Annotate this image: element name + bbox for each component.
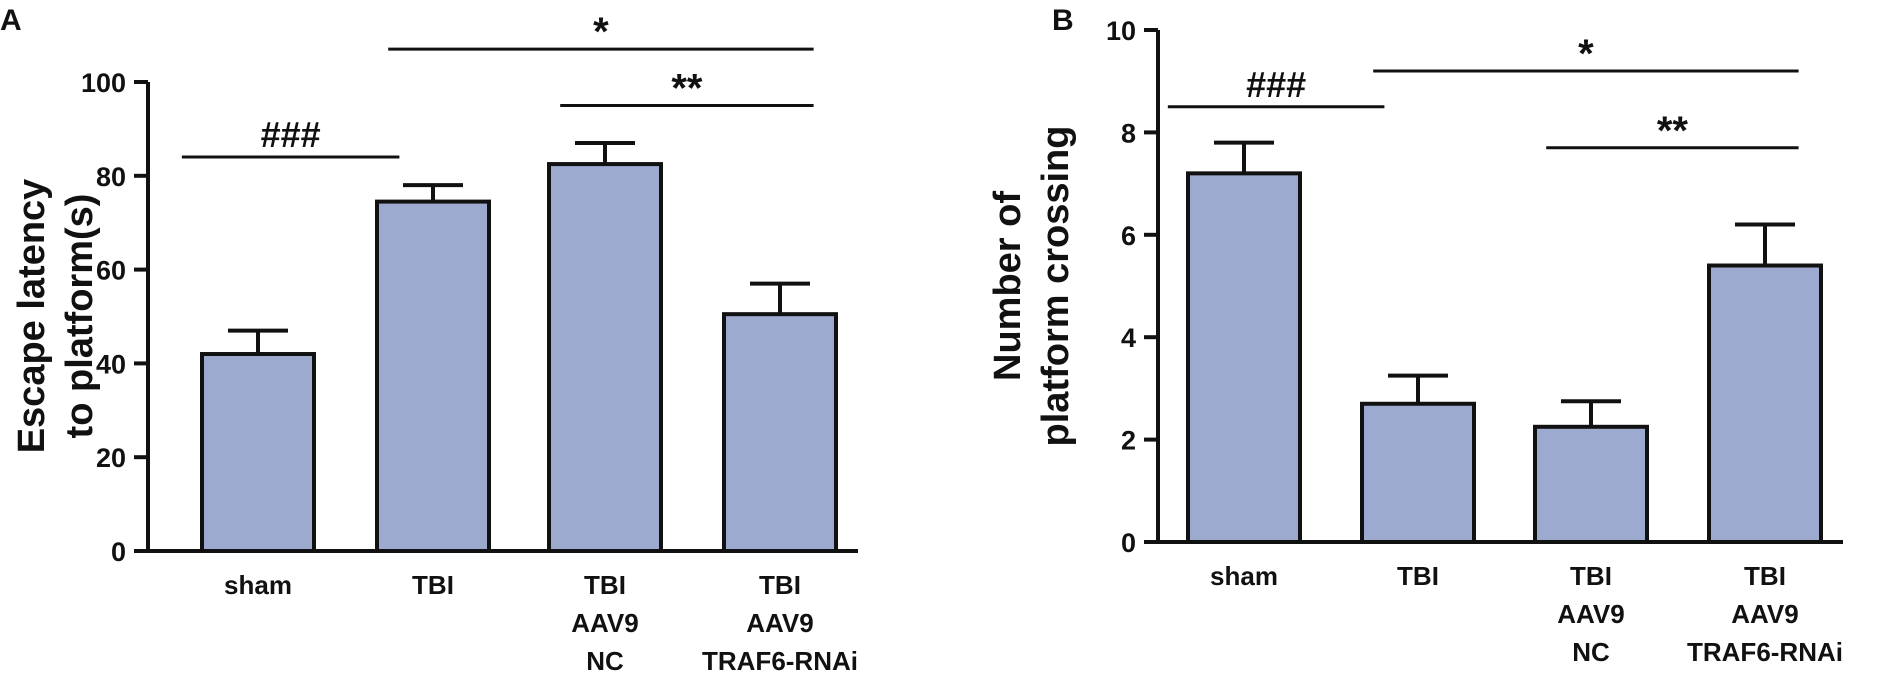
x-category-label-line: TBI [1397,561,1439,591]
x-category-label: TBI AAV9 TRAF6-RNAi [702,570,858,676]
significance-label: ### [261,114,321,155]
x-category-label-line: AAV9 [1731,599,1798,629]
y-tick-label: 10 [1106,16,1136,46]
y-tick-label: 0 [111,537,126,567]
x-category-label-line: AAV9 [1557,599,1624,629]
chart-panel-a: A Escape latency to platform(s) 0 20 40 60 80 10… [0,4,858,676]
x-category-label-line: sham [1210,561,1278,591]
x-category-label: sham [1210,561,1278,591]
y-axis-title-line: Escape latency [11,179,53,454]
x-category-label-line: sham [224,570,292,600]
y-tick-label: 4 [1121,323,1136,353]
significance-label: ** [1657,109,1689,153]
y-axis-title-line: to platform(s) [59,194,101,439]
x-category-label-line: TBI [759,570,801,600]
bar-3 [1707,263,1823,544]
y-axis-title: Number of platform crossing [987,126,1077,447]
x-category-label: TBI [412,570,454,600]
x-category-label: TBI [1397,561,1439,591]
y-tick-label: 100 [81,68,126,98]
x-category-label-line: TRAF6-RNAi [1687,637,1843,667]
y-tick-label: 60 [96,256,126,286]
bar-1 [1360,401,1476,545]
y-tick-label: 8 [1121,118,1136,148]
y-tick-label: 80 [96,162,126,192]
significance-label: ### [1246,64,1306,105]
x-category-label-line: NC [1572,637,1610,667]
significance-label: ** [671,66,703,110]
x-category-label-line: TBI [1570,561,1612,591]
bar-0 [1186,171,1302,545]
bar-2 [1533,424,1649,544]
bar-2 [547,162,663,553]
significance-label: * [593,10,609,54]
y-tick-label: 40 [96,349,126,379]
significance-label: * [1578,32,1594,76]
x-category-label: TBI AAV9 NC [571,570,638,676]
x-category-label: sham [224,570,292,600]
panel-label: A [0,4,22,37]
x-category-label: TBI AAV9 NC [1557,561,1624,667]
y-tick-label: 6 [1121,221,1136,251]
chart-panel-b: B Number of platform crossing 0 2 4 6 8 10 sham TB… [987,4,1843,667]
x-category-label-line: TBI [584,570,626,600]
x-category-label: TBI AAV9 TRAF6-RNAi [1687,561,1843,667]
y-tick-label: 2 [1121,426,1136,456]
x-category-label-line: AAV9 [571,608,638,638]
y-axis-title-line: Number of [987,191,1029,381]
y-axis-title: Escape latency to platform(s) [11,179,101,454]
y-tick-label: 20 [96,443,126,473]
bar-1 [375,199,491,553]
x-category-label-line: TBI [412,570,454,600]
bar-0 [200,352,316,553]
bar-3 [722,312,838,553]
x-category-label-line: TBI [1744,561,1786,591]
x-category-label-line: NC [586,646,624,676]
x-category-label-line: AAV9 [746,608,813,638]
x-category-label-line: TRAF6-RNAi [702,646,858,676]
y-tick-label: 0 [1121,528,1136,558]
panel-label: B [1052,4,1074,37]
y-axis-title-line: platform crossing [1035,126,1077,447]
